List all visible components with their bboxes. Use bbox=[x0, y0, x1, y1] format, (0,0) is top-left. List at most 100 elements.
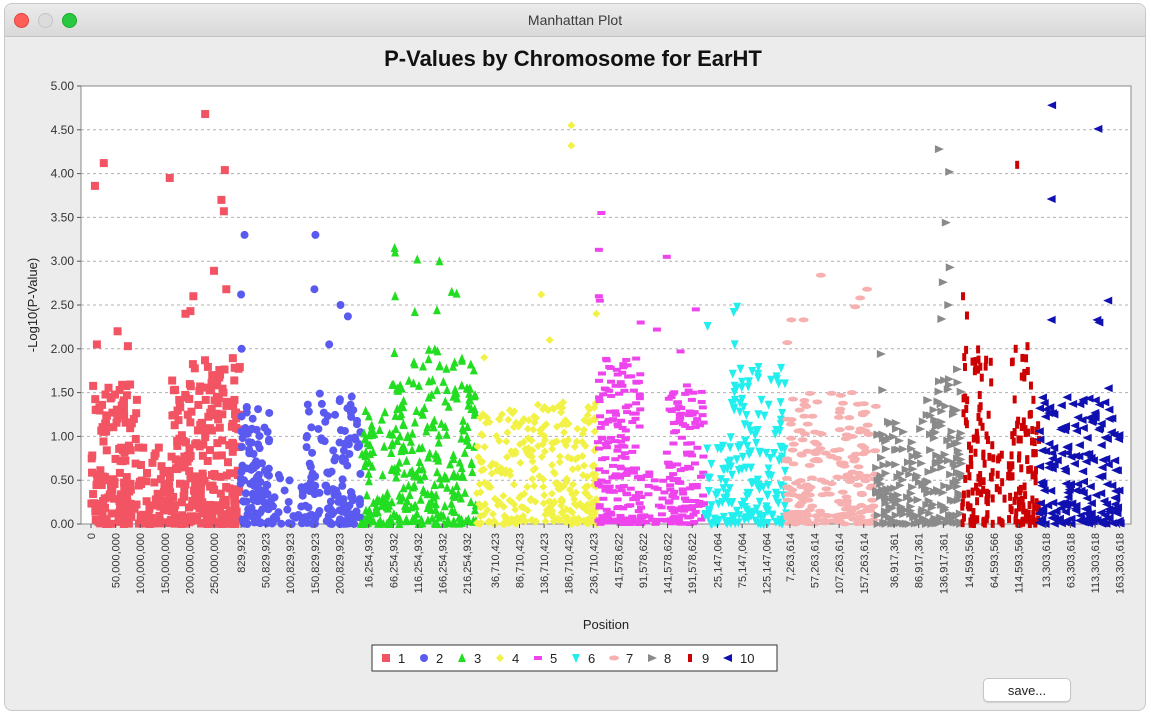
data-point bbox=[620, 451, 629, 456]
data-point bbox=[94, 500, 103, 509]
data-point bbox=[570, 514, 579, 523]
data-point bbox=[1030, 471, 1035, 480]
data-point bbox=[1047, 101, 1057, 110]
data-point bbox=[420, 470, 429, 480]
data-point bbox=[1014, 508, 1019, 517]
data-point bbox=[740, 515, 749, 525]
data-point bbox=[981, 452, 986, 461]
data-point bbox=[970, 487, 975, 496]
data-point bbox=[704, 487, 713, 497]
data-point bbox=[628, 514, 637, 519]
data-point bbox=[782, 511, 793, 517]
data-point bbox=[839, 463, 850, 469]
minimize-window-button[interactable] bbox=[38, 13, 53, 28]
data-point bbox=[885, 419, 895, 428]
data-point bbox=[976, 473, 981, 482]
data-point bbox=[563, 453, 572, 462]
y-tick-label: 1.00 bbox=[51, 429, 75, 443]
data-point bbox=[319, 408, 328, 417]
data-point bbox=[165, 482, 174, 491]
data-point bbox=[477, 518, 486, 527]
data-point bbox=[476, 512, 485, 521]
data-point bbox=[338, 481, 347, 490]
data-point bbox=[857, 492, 868, 498]
data-point bbox=[574, 464, 583, 473]
close-window-button[interactable] bbox=[14, 13, 29, 28]
data-point bbox=[353, 443, 362, 452]
data-point bbox=[99, 437, 108, 446]
chromosome-1-series bbox=[87, 110, 245, 528]
data-point bbox=[753, 475, 762, 485]
data-point bbox=[734, 518, 743, 528]
data-point bbox=[216, 489, 225, 498]
data-point bbox=[170, 421, 179, 430]
data-point bbox=[719, 484, 728, 494]
data-point bbox=[1031, 516, 1036, 525]
data-point bbox=[965, 396, 970, 405]
data-point bbox=[682, 498, 691, 503]
data-point bbox=[617, 418, 626, 423]
x-tick-label: 63,303,618 bbox=[1065, 533, 1077, 588]
data-point bbox=[1103, 296, 1113, 305]
data-point bbox=[101, 473, 110, 482]
x-tick-label: 14,593,566 bbox=[964, 533, 976, 588]
data-point bbox=[562, 441, 571, 450]
data-point bbox=[203, 362, 212, 371]
data-point bbox=[660, 490, 669, 495]
data-point bbox=[860, 428, 871, 434]
data-point bbox=[588, 498, 597, 507]
data-point bbox=[692, 482, 701, 487]
save-button[interactable]: save... bbox=[983, 678, 1071, 702]
data-point bbox=[516, 458, 525, 467]
data-point bbox=[499, 491, 508, 500]
data-point bbox=[287, 519, 296, 528]
data-point bbox=[303, 400, 312, 409]
data-point bbox=[618, 383, 627, 388]
data-point bbox=[1102, 435, 1112, 444]
data-point bbox=[166, 488, 175, 497]
data-point bbox=[594, 247, 603, 252]
data-point bbox=[423, 503, 432, 513]
data-point bbox=[116, 500, 125, 509]
data-point bbox=[908, 465, 918, 474]
data-point bbox=[201, 426, 210, 435]
data-point bbox=[594, 446, 603, 451]
data-point bbox=[772, 375, 781, 385]
data-point bbox=[893, 473, 903, 482]
data-point bbox=[455, 518, 464, 528]
data-point bbox=[181, 309, 190, 318]
data-point bbox=[451, 384, 460, 394]
data-point bbox=[599, 496, 608, 501]
data-point bbox=[676, 415, 685, 420]
data-point bbox=[441, 421, 450, 431]
data-point bbox=[1060, 422, 1070, 431]
data-point bbox=[559, 398, 568, 407]
data-point bbox=[824, 491, 835, 497]
data-point bbox=[767, 471, 776, 481]
data-point bbox=[952, 406, 962, 415]
data-point bbox=[707, 519, 716, 529]
data-point bbox=[844, 415, 855, 421]
data-point bbox=[918, 417, 928, 426]
data-point bbox=[997, 486, 1002, 495]
data-point bbox=[510, 500, 519, 509]
data-point bbox=[670, 430, 679, 435]
zoom-window-button[interactable] bbox=[62, 13, 77, 28]
data-point bbox=[218, 436, 227, 445]
data-point bbox=[142, 497, 151, 506]
y-tick-label: 3.00 bbox=[51, 254, 75, 268]
data-point bbox=[898, 445, 908, 454]
data-point bbox=[891, 445, 901, 454]
data-point bbox=[466, 395, 475, 405]
data-point bbox=[468, 467, 477, 477]
data-point bbox=[676, 349, 685, 354]
data-point bbox=[669, 421, 678, 426]
data-point bbox=[728, 470, 737, 480]
data-point bbox=[1084, 394, 1094, 403]
data-point bbox=[266, 497, 275, 506]
data-point bbox=[636, 505, 645, 510]
data-point bbox=[598, 457, 607, 462]
title-bar[interactable]: Manhattan Plot bbox=[5, 4, 1145, 37]
data-point bbox=[621, 436, 630, 441]
data-point bbox=[192, 439, 201, 448]
